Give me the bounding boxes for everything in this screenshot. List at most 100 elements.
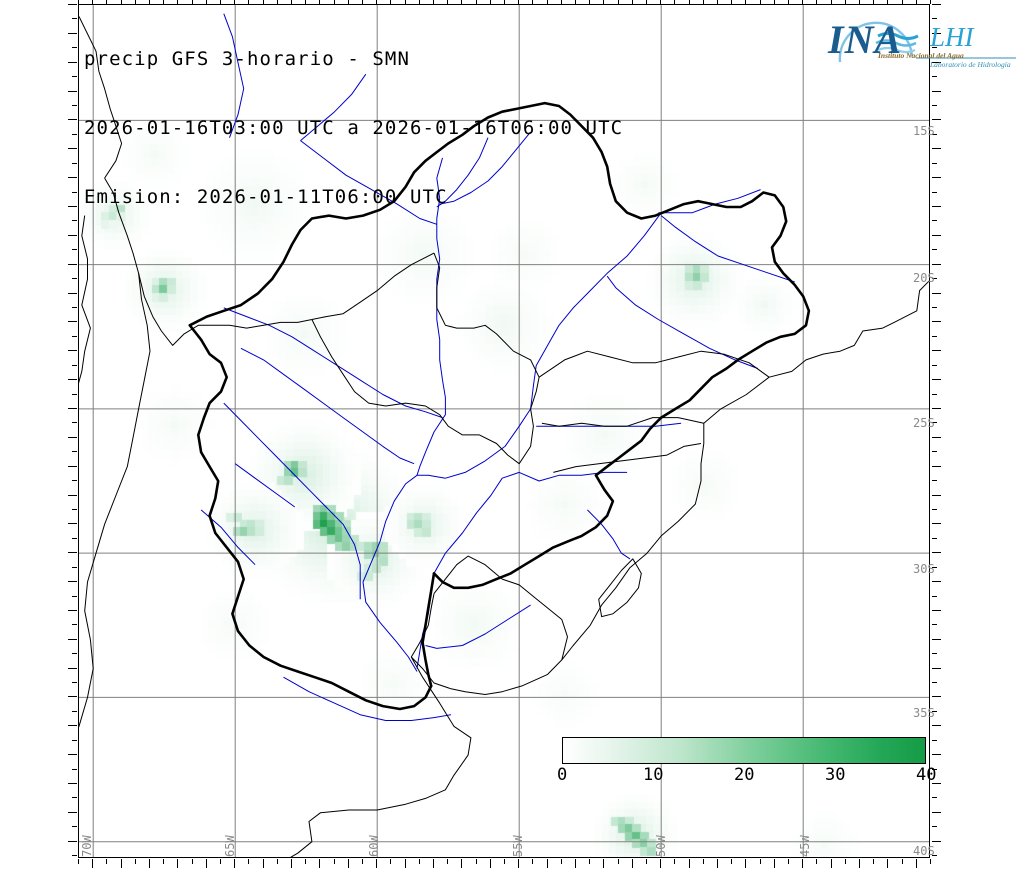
axis-tick bbox=[262, 859, 264, 868]
axis-tick bbox=[319, 0, 321, 4]
axis-tick bbox=[932, 494, 941, 496]
axis-tick bbox=[816, 0, 818, 4]
axis-tick bbox=[72, 508, 77, 510]
map-title-block: precip GFS 3-horario - SMN 2026-01-16T03… bbox=[84, 2, 623, 255]
axis-tick bbox=[932, 407, 941, 409]
axis-tick bbox=[932, 451, 937, 453]
axis-tick bbox=[276, 0, 278, 4]
axis-tick bbox=[68, 292, 77, 294]
axis-tick bbox=[932, 710, 937, 712]
axis-tick bbox=[72, 682, 77, 683]
axis-tick bbox=[702, 859, 704, 864]
axis-ticks-top bbox=[78, 0, 931, 4]
axis-tick bbox=[617, 859, 619, 864]
axis-tick bbox=[603, 0, 605, 4]
axis-tick bbox=[68, 61, 77, 63]
axis-tick bbox=[68, 321, 77, 323]
axis-tick bbox=[932, 177, 941, 179]
logo-ina-text: INA bbox=[828, 17, 903, 62]
river-upper-link bbox=[300, 140, 437, 225]
axis-tick bbox=[489, 859, 491, 868]
axis-tick bbox=[149, 859, 150, 868]
axis-tick bbox=[163, 859, 165, 864]
axis-tick bbox=[575, 859, 576, 868]
axis-tick bbox=[932, 638, 941, 640]
precipitation-field bbox=[79, 5, 929, 857]
gridline bbox=[79, 5, 929, 857]
axis-tick bbox=[518, 0, 520, 4]
river-grande bbox=[660, 215, 795, 283]
axis-tick bbox=[68, 811, 77, 813]
axis-tick bbox=[802, 859, 804, 868]
border-paraguay-chaco bbox=[311, 319, 440, 416]
axis-ticks-right bbox=[932, 4, 941, 858]
axis-tick bbox=[72, 855, 77, 857]
ina-lhi-logo: INA LHI Instituto Nacional del Agua Labo… bbox=[820, 0, 1020, 78]
axis-tick bbox=[68, 494, 77, 496]
axis-tick bbox=[72, 710, 77, 712]
axis-tick bbox=[532, 859, 534, 864]
axis-tick bbox=[461, 859, 463, 868]
axis-tick bbox=[932, 162, 937, 164]
axis-tick bbox=[688, 0, 690, 4]
axis-tick bbox=[932, 4, 941, 5]
axis-tick bbox=[72, 566, 77, 568]
axis-tick bbox=[603, 859, 605, 868]
axis-tick bbox=[68, 638, 77, 640]
coastline-uruguay-river bbox=[410, 593, 435, 658]
axis-tick bbox=[134, 0, 136, 4]
axis-tick bbox=[72, 624, 77, 626]
axis-tick bbox=[362, 0, 363, 4]
axis-tick bbox=[191, 859, 193, 864]
axis-tick bbox=[72, 451, 77, 453]
axis-tick bbox=[92, 859, 94, 868]
axis-tick bbox=[234, 0, 236, 4]
axis-tick bbox=[68, 840, 77, 842]
axis-tick bbox=[72, 133, 77, 135]
colorbar-tick-label: 0 bbox=[557, 765, 568, 785]
axis-tick bbox=[887, 859, 889, 868]
axis-tick bbox=[72, 162, 77, 164]
axis-tick bbox=[68, 609, 77, 611]
axis-tick bbox=[660, 0, 662, 4]
border-andes bbox=[79, 273, 151, 728]
axis-tick bbox=[932, 797, 937, 799]
latitude-label: 20S bbox=[913, 271, 935, 285]
axis-tick bbox=[859, 859, 860, 868]
axis-tick bbox=[92, 0, 94, 4]
river-pilcomayo bbox=[223, 307, 443, 419]
axis-tick bbox=[844, 0, 846, 4]
axis-tick bbox=[68, 436, 77, 438]
axis-tick bbox=[72, 278, 77, 280]
border-parana-sc bbox=[541, 417, 704, 427]
precipitation-colorbar[interactable] bbox=[562, 737, 926, 764]
axis-tick bbox=[589, 0, 591, 4]
axis-tick bbox=[932, 811, 941, 813]
axis-tick bbox=[68, 725, 77, 727]
axis-tick bbox=[802, 0, 804, 4]
axis-tick bbox=[932, 76, 937, 78]
axis-tick bbox=[759, 0, 761, 4]
axis-tick bbox=[475, 0, 477, 4]
axis-tick bbox=[745, 859, 747, 868]
axis-tick bbox=[532, 0, 534, 4]
axis-tick bbox=[915, 0, 917, 4]
axis-tick bbox=[220, 0, 221, 4]
axis-tick bbox=[932, 206, 941, 207]
longitude-label: 45W bbox=[798, 835, 812, 857]
title-line-variable: precip GFS 3-horario - SMN bbox=[84, 48, 411, 70]
axis-tick bbox=[717, 0, 718, 4]
axis-tick bbox=[717, 859, 718, 868]
axis-tick bbox=[333, 0, 335, 4]
longitude-label: 60W bbox=[367, 835, 381, 857]
axis-tick bbox=[859, 0, 860, 4]
axis-tick bbox=[674, 0, 676, 4]
axis-tick bbox=[461, 0, 463, 4]
axis-tick bbox=[433, 0, 434, 4]
map-plot-area[interactable] bbox=[78, 4, 930, 858]
axis-tick bbox=[404, 859, 406, 868]
latitude-label: 25S bbox=[913, 416, 935, 430]
axis-tick bbox=[745, 0, 747, 4]
axis-tick bbox=[72, 220, 77, 222]
axis-tick bbox=[773, 0, 775, 4]
